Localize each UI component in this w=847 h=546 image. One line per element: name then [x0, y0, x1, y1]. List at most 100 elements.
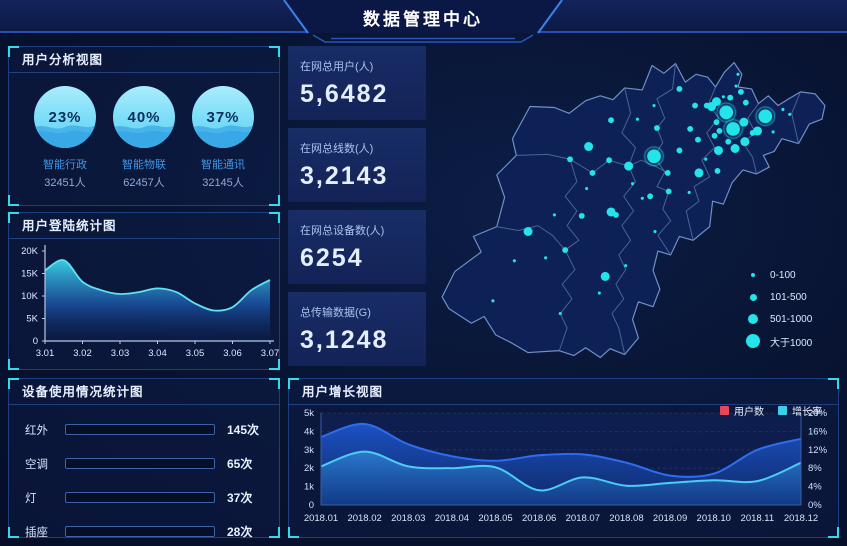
map-scatter-point: [491, 299, 495, 303]
map-scatter-point: [589, 169, 596, 176]
axis-tick-label: 3k: [304, 445, 314, 456]
map-scatter-point: [597, 291, 601, 295]
map-scatter-point: [653, 229, 657, 234]
axis-tick-label: 2k: [304, 463, 314, 474]
legend-dot-icon: [749, 293, 757, 301]
device-value: 65次: [227, 457, 253, 471]
legend-dot-icon: [748, 314, 758, 324]
gauge-count: 32145人: [202, 177, 244, 189]
gauge-label: 智能行政: [43, 159, 87, 171]
map-scatter-point: [704, 157, 708, 161]
gauge-count: 62457人: [123, 177, 165, 189]
map-scatter-point: [719, 105, 734, 120]
axis-tick-label: 16%: [808, 426, 828, 437]
map-scatter-point: [695, 136, 701, 143]
map-scatter-point: [771, 130, 775, 134]
device-value: 28次: [227, 525, 253, 539]
map-scatter-point: [523, 227, 533, 236]
liquid-gauge: 40% 智能物联 62457人: [108, 86, 180, 190]
map-inner-border: [685, 86, 720, 241]
rate-line: [320, 450, 802, 492]
map-scatter-point: [714, 168, 721, 174]
growth-legend-item[interactable]: 增长率: [778, 403, 822, 418]
stat-label: 在网总用户(人): [300, 61, 374, 73]
gauge-percent: 37%: [206, 108, 240, 126]
map-legend-item: 501-1000: [746, 311, 812, 327]
panel-user-growth: 用户增长视图 用户数 增长率 0 1k 2k 3k 4k 5k 0% 4% 8% 12% 16% 2: [288, 378, 839, 538]
legend-label: 0-100: [770, 269, 796, 281]
axis-tick-label: 3.06: [223, 348, 242, 359]
corner-bracket: [8, 195, 19, 206]
map-scatter-point: [624, 161, 634, 171]
axis-tick-label: 1k: [304, 482, 314, 493]
liquid-wave: [192, 125, 254, 148]
map-scatter-point: [788, 112, 792, 116]
device-bar-row: 灯 37次: [25, 489, 265, 506]
device-bar-row: 红外 145次: [25, 421, 265, 438]
map-point-ring: [716, 102, 737, 123]
stat-card: 在网总设备数(人) 6254: [288, 210, 426, 284]
device-value: 37次: [227, 491, 253, 505]
axis-tick-label: 3.02: [73, 348, 92, 359]
axis-tick-label: 3.05: [186, 348, 205, 359]
map-scatter-point: [676, 86, 683, 92]
map-point-ring: [644, 146, 664, 167]
growth-legend-item[interactable]: 用户数: [720, 403, 764, 418]
axis-tick-label: 20K: [21, 246, 39, 257]
map-scatter-point: [713, 145, 723, 155]
map-scatter-point: [687, 190, 691, 195]
map-scatter-point: [544, 256, 548, 260]
stat-label: 在网总线数(人): [300, 143, 374, 155]
corner-bracket: [288, 378, 299, 389]
device-bar-track: [65, 526, 215, 537]
legend-swatch-icon: [720, 406, 729, 415]
corner-bracket: [8, 378, 19, 389]
gauge-percent: 23%: [48, 108, 82, 126]
map-point-ring: [755, 106, 776, 127]
device-bar-track: [65, 458, 215, 469]
map-scatter-point: [740, 137, 750, 147]
map-scatter-point: [552, 213, 556, 217]
login-area-chart: 0 5K 10K 15K 20K 3.01 3.02 3.03 3.04 3.05 3.06 3.07: [21, 245, 279, 359]
map-scatter-point: [736, 72, 740, 76]
growth-chart-legend: 用户数 增长率: [720, 403, 822, 418]
header-banner-shape: [283, 0, 563, 43]
corner-bracket: [269, 212, 280, 223]
stat-value: 3,1248: [300, 326, 389, 354]
device-value: 145次: [227, 423, 260, 437]
legend-swatch-icon: [778, 406, 787, 415]
axis-tick-label: 8%: [808, 463, 822, 474]
gauge-label: 智能物联: [122, 159, 166, 171]
map-inner-border: [791, 91, 801, 144]
axis-tick-label: 20%: [808, 408, 828, 419]
map-size-legend: 0-100 101-500 501-1000 大于1000: [746, 267, 812, 355]
stat-card-column: 在网总用户(人) 5,6482 在网总线数(人) 3,2143 在网总设备数(人) …: [288, 46, 426, 374]
map-scatter-point: [600, 271, 610, 281]
panel-title-device-usage: 设备使用情况统计图: [9, 379, 279, 405]
corner-bracket: [8, 527, 19, 538]
map-scatter-point: [727, 94, 734, 101]
liquid-wave: [113, 125, 175, 148]
liquid-gauge-circle: 37%: [192, 86, 254, 148]
map-scatter-point: [716, 128, 723, 134]
axis-tick-label: 5K: [26, 314, 38, 325]
map-inner-border: [496, 225, 566, 251]
map-scatter-point: [654, 125, 660, 131]
map-scatter-point: [647, 149, 661, 164]
map-scatter-point: [578, 212, 585, 219]
map-scatter-point: [567, 156, 573, 163]
map-scatter-point: [647, 193, 654, 200]
device-bar-row: 空调 65次: [25, 455, 265, 472]
map-scatter-point: [652, 103, 656, 108]
axis-tick-label: 2018.01: [304, 513, 338, 524]
panel-title-user-analysis: 用户分析视图: [9, 47, 279, 73]
legend-label: 用户数: [734, 407, 764, 418]
corner-bracket: [828, 378, 839, 389]
map-scatter-point: [640, 196, 644, 200]
legend-label: 大于1000: [770, 337, 813, 349]
province-map: [441, 61, 826, 359]
liquid-gauge-circle: 40%: [113, 86, 175, 148]
axis-tick-label: 3.07: [261, 348, 279, 359]
